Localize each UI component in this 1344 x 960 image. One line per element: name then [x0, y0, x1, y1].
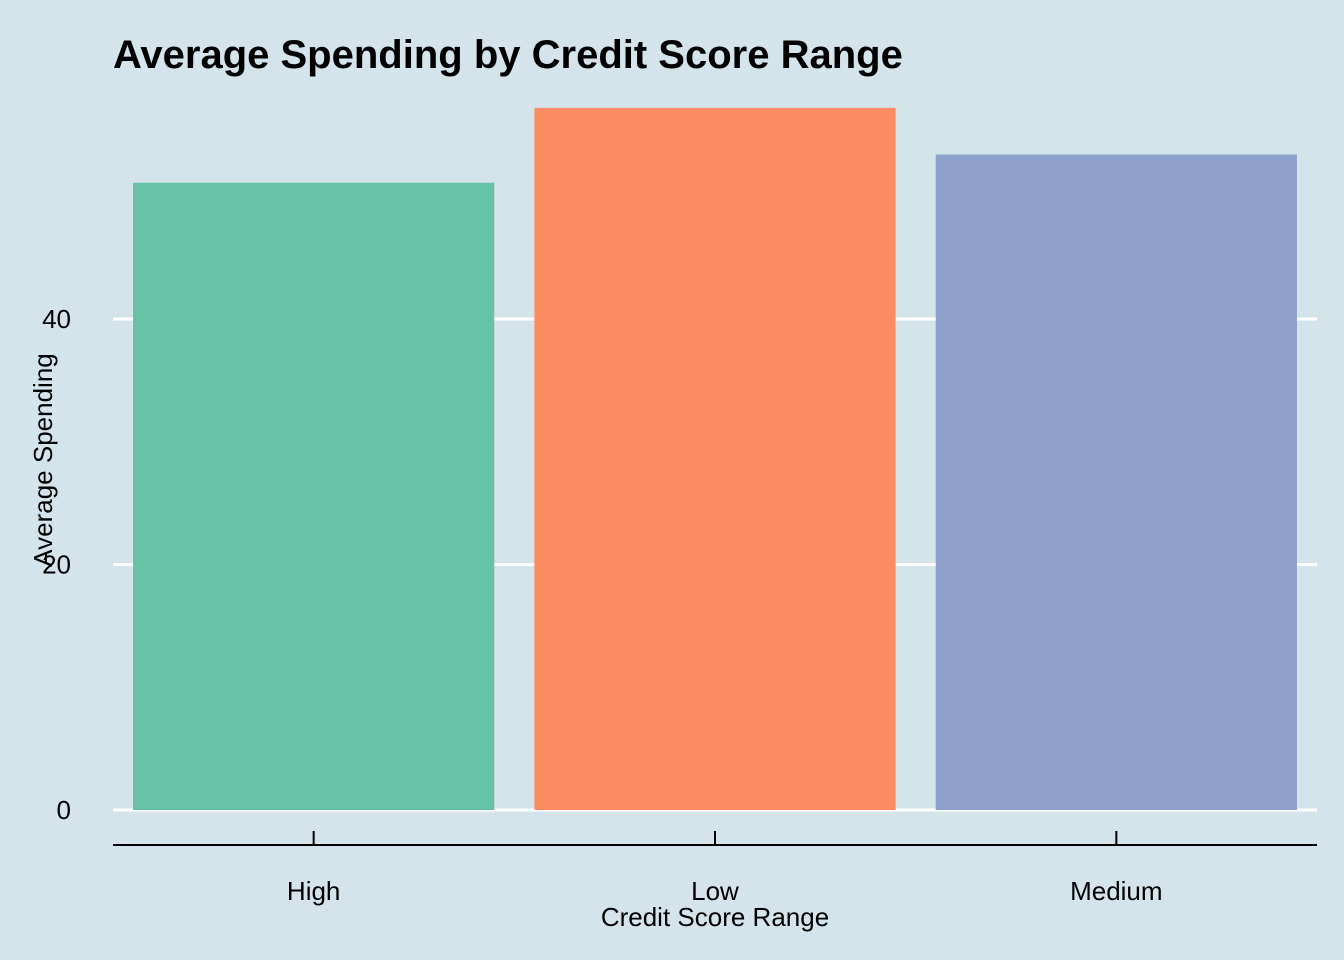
- x-tick-label: Medium: [1070, 876, 1162, 906]
- y-axis-ticks: 0 20 40: [42, 304, 71, 825]
- bars: [133, 107, 1297, 811]
- y-tick-label: 40: [42, 304, 71, 334]
- bar-medium: [935, 154, 1297, 810]
- y-tick-label: 20: [42, 550, 71, 580]
- x-tick-label: High: [287, 876, 340, 906]
- bar-high: [133, 182, 495, 810]
- x-axis-title: Credit Score Range: [601, 902, 829, 932]
- bar-low: [534, 107, 896, 811]
- y-axis-title: Average Spending: [28, 353, 58, 566]
- chart-title: Average Spending by Credit Score Range: [113, 33, 903, 77]
- x-axis-ticks: High Low Medium: [287, 831, 1163, 906]
- y-tick-label: 0: [57, 795, 71, 825]
- x-tick-label: Low: [691, 876, 739, 906]
